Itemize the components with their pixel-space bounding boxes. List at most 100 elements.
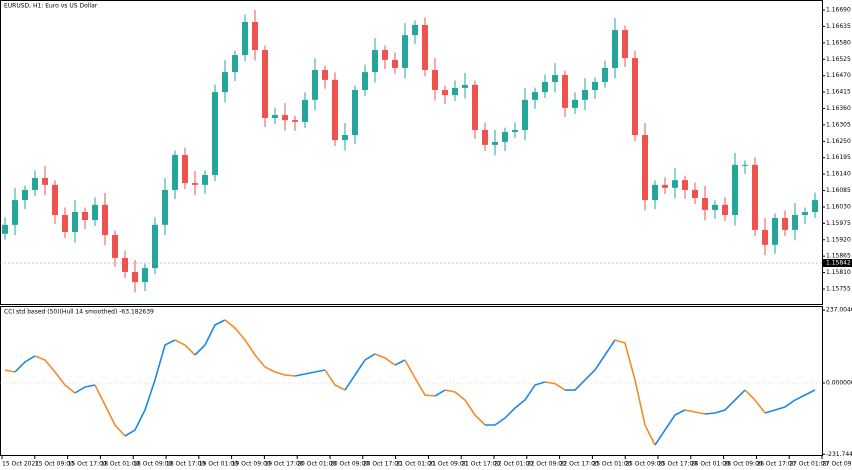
- candle-body: [42, 178, 48, 185]
- indicator-line: [174, 339, 196, 356]
- candle-body: [212, 92, 218, 176]
- candle-body: [512, 129, 518, 133]
- indicator-line: [654, 409, 686, 446]
- indicator-line: [94, 384, 126, 437]
- y-tick-label: 1.16305: [826, 121, 851, 128]
- candle-body: [332, 79, 338, 141]
- candle-body: [152, 224, 158, 269]
- current-price-tag: [822, 259, 852, 268]
- x-tick-label: 18 Oct 17:00: [166, 461, 205, 468]
- x-tick-label: 20 Oct 09:00: [330, 461, 369, 468]
- y-tick-label: 1.16030: [826, 203, 851, 210]
- candle-body: [232, 55, 238, 73]
- y-tick-label: 237.004640: [826, 307, 852, 314]
- indicator-line: [124, 339, 176, 437]
- indicator-line: [294, 369, 326, 377]
- candle-body: [712, 204, 718, 210]
- candle-body: [672, 180, 678, 188]
- candle-body: [162, 189, 168, 225]
- x-tick-label: 18 Oct 01:00: [100, 461, 139, 468]
- candle-body: [792, 214, 798, 230]
- x-tick-label: 21 Oct 17:00: [461, 461, 500, 468]
- candle-body: [192, 183, 198, 185]
- indicator-line: [614, 339, 656, 446]
- indicator-line: [684, 409, 706, 415]
- candle-body: [502, 132, 508, 142]
- x-tick-label: 21 Oct 09:00: [428, 461, 467, 468]
- candle-body: [572, 99, 578, 108]
- candle-body: [82, 212, 88, 221]
- candle-body: [182, 155, 188, 184]
- candle-body: [322, 70, 328, 80]
- y-tick-label: 1.16635: [826, 23, 851, 30]
- candle-body: [302, 99, 308, 122]
- candle-body: [242, 21, 248, 56]
- candle-body: [682, 180, 688, 190]
- candle-body: [12, 200, 18, 225]
- x-tick-label: 18 Oct 09:00: [133, 461, 172, 468]
- indicator-line: [764, 389, 816, 414]
- indicator-line: [224, 319, 296, 377]
- candle-body: [352, 90, 358, 136]
- candle-body: [392, 59, 398, 68]
- x-tick-label: 26 Oct 09:00: [724, 461, 763, 468]
- candle-body: [802, 212, 808, 215]
- indicator-line: [565, 339, 616, 391]
- candle-body: [32, 178, 38, 190]
- x-tick-label: 22 Oct 17:00: [560, 461, 599, 468]
- candle-body: [562, 75, 568, 108]
- indicator-line: [404, 359, 436, 397]
- candle-body: [432, 70, 438, 91]
- y-tick-label: 1.16525: [826, 56, 851, 63]
- y-tick-label: 1.15755: [826, 285, 851, 292]
- candle-body: [452, 87, 458, 96]
- x-tick-label: 26 Oct 01:00: [691, 461, 730, 468]
- candle-body: [172, 155, 178, 190]
- candle-body: [372, 50, 378, 73]
- indicator-line: [374, 353, 396, 366]
- candle-body: [812, 200, 818, 213]
- indicator-line: [704, 389, 746, 415]
- candle-body: [342, 135, 348, 141]
- candle-body: [782, 217, 788, 230]
- candle-body: [202, 175, 208, 185]
- indicator-line: [344, 353, 376, 391]
- candle-body: [662, 184, 668, 188]
- candle-body: [422, 24, 428, 71]
- x-tick-label: 22 Oct 09:00: [527, 461, 566, 468]
- indicator-line: [394, 359, 406, 366]
- candle-body: [552, 75, 558, 82]
- x-tick-label: 27 Oct 01:00: [789, 461, 828, 468]
- candle-body: [252, 21, 258, 51]
- x-tick-label: 15 Oct 17:00: [68, 461, 107, 468]
- y-tick-label: 1.16690: [826, 7, 851, 14]
- candle-body: [102, 204, 108, 235]
- candle-body: [222, 72, 228, 93]
- indicator-line: [434, 389, 446, 397]
- x-tick-label: 21 Oct 01:00: [396, 461, 435, 468]
- y-tick-label: 0.000000: [826, 380, 852, 387]
- x-tick-label: 25 Oct 17:00: [658, 461, 697, 468]
- candle-body: [52, 184, 58, 215]
- candle-body: [762, 229, 768, 245]
- x-tick-label: 27 Oct 09:00: [822, 461, 852, 468]
- indicator-line: [544, 381, 566, 391]
- candle-body: [132, 271, 138, 283]
- y-tick-label: 1.16195: [826, 154, 851, 161]
- y-tick-label: 1.15810: [826, 269, 851, 276]
- candle-body: [362, 72, 368, 91]
- candle-body: [752, 164, 758, 230]
- x-tick-label: 20 Oct 17:00: [363, 461, 402, 468]
- x-tick-label: 25 Oct 01:00: [592, 461, 631, 468]
- indicator-line: [4, 369, 16, 373]
- candle-body: [602, 67, 608, 82]
- candle-body: [62, 214, 68, 233]
- x-tick-label: 19 Oct 01:00: [199, 461, 238, 468]
- y-tick-label: 1.16470: [826, 72, 851, 79]
- indicator-line: [744, 389, 766, 414]
- indicator-line: [74, 384, 96, 394]
- candle-body: [462, 84, 468, 88]
- candle-body: [2, 224, 8, 234]
- x-tick-label: 19 Oct 17:00: [264, 461, 303, 468]
